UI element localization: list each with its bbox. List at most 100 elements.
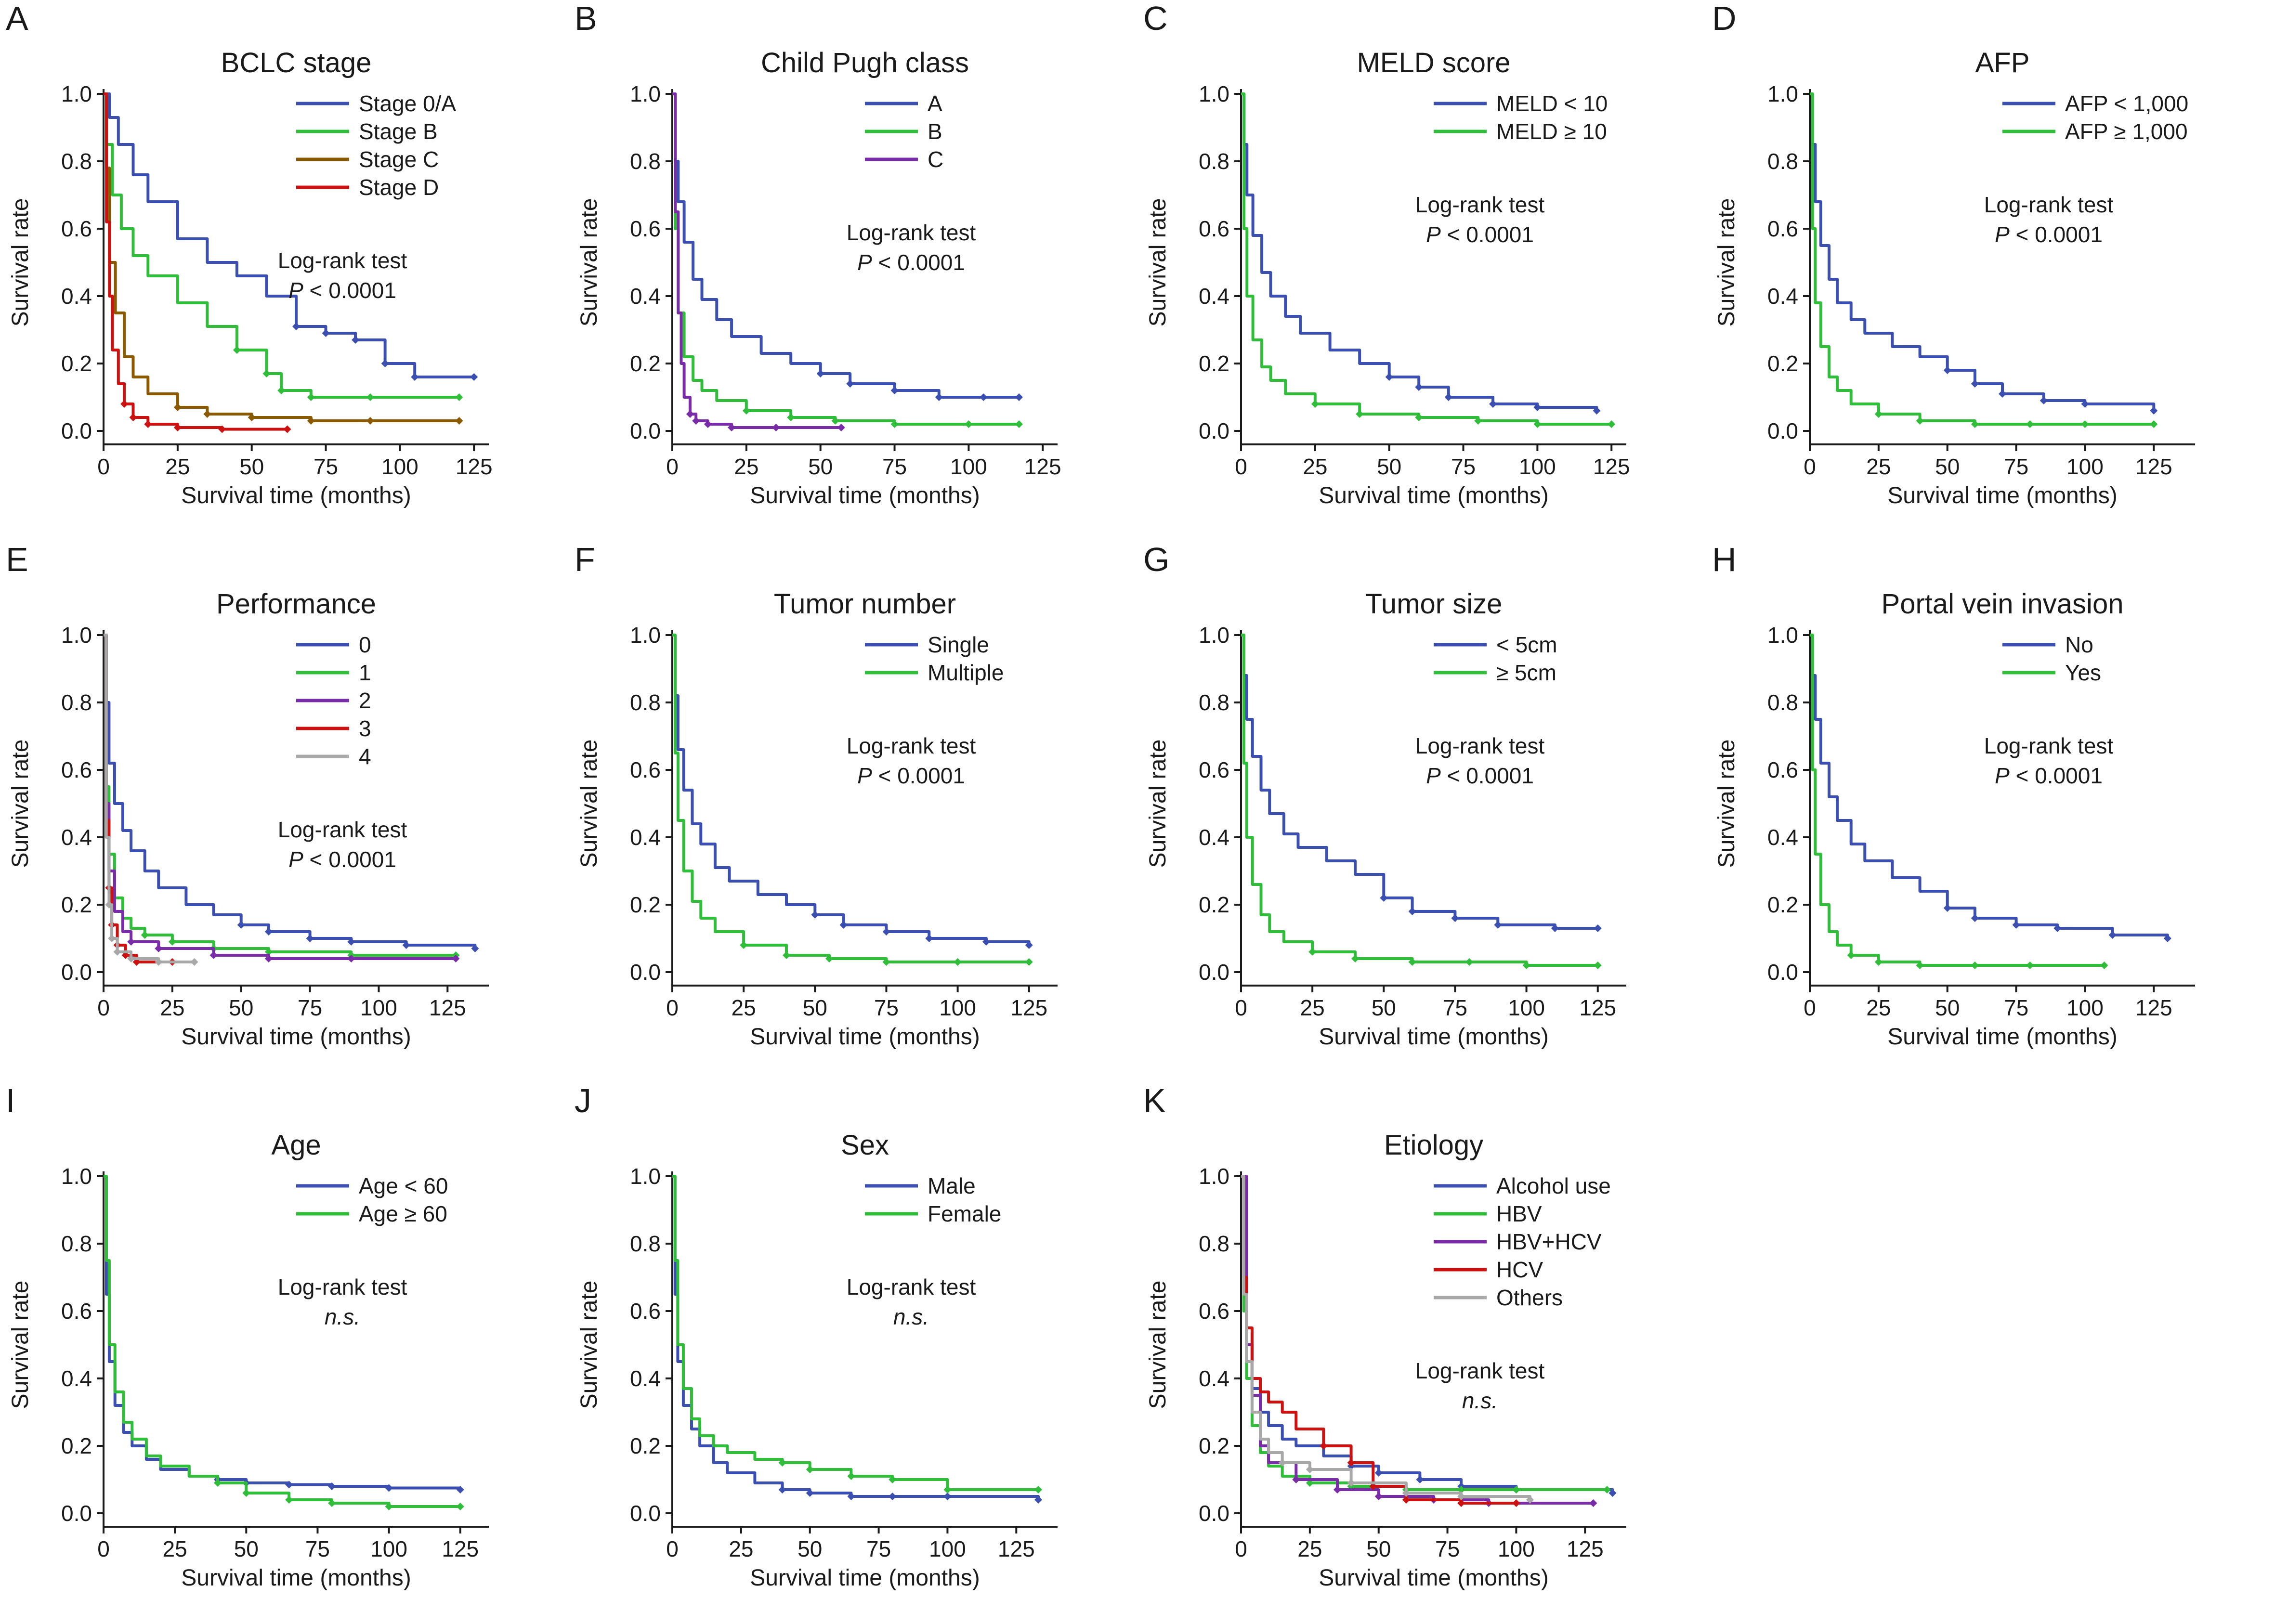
censor-mark bbox=[925, 935, 933, 942]
legend-label: Male bbox=[928, 1173, 976, 1198]
panel-letter: H bbox=[1712, 541, 1737, 578]
censor-mark bbox=[1847, 951, 1855, 959]
censor-mark bbox=[1943, 904, 1951, 912]
stat-p-symbol: P bbox=[1426, 222, 1441, 247]
x-tick-label: 125 bbox=[998, 1536, 1035, 1561]
legend-label: Stage D bbox=[359, 175, 439, 200]
stat-p-symbol: P bbox=[1995, 222, 2010, 247]
stat-p-value: P < 0.0001 bbox=[1426, 222, 1534, 247]
y-tick-label: 0.4 bbox=[61, 825, 92, 850]
x-tick-label: 25 bbox=[163, 1536, 187, 1561]
censor-mark bbox=[2012, 921, 2020, 929]
series-line-2 bbox=[672, 92, 841, 429]
stat-test-label: Log-rank test bbox=[1415, 1358, 1545, 1383]
stat-p-text: < 0.0001 bbox=[1441, 222, 1534, 247]
y-tick-label: 0.8 bbox=[61, 149, 92, 174]
x-tick-label: 50 bbox=[1377, 454, 1401, 479]
series-line-0 bbox=[104, 634, 477, 948]
stat-test-label: Log-rank test bbox=[278, 248, 407, 273]
stat-ns-text: n.s. bbox=[1462, 1388, 1498, 1413]
censor-mark bbox=[2081, 400, 2089, 408]
censor-mark bbox=[1594, 924, 1602, 932]
series-line-4 bbox=[104, 634, 195, 963]
legend-label: < 5cm bbox=[1496, 632, 1557, 657]
censor-mark bbox=[811, 911, 819, 919]
x-tick-label: 25 bbox=[1866, 995, 1891, 1020]
stat-p-value: P < 0.0001 bbox=[288, 278, 396, 303]
stat-p-text: < 0.0001 bbox=[303, 847, 396, 872]
x-tick-label: 25 bbox=[1300, 995, 1325, 1020]
legend-label: C bbox=[928, 147, 943, 172]
censor-mark bbox=[1374, 1469, 1383, 1477]
censor-mark bbox=[890, 420, 899, 428]
censor-mark bbox=[155, 945, 163, 952]
x-axis-label: Survival time (months) bbox=[181, 1024, 411, 1050]
panel-e: E Performance 0 25 50 75 100 125 0.0 0.2 0.4 0.6 0.8… bbox=[6, 541, 489, 1050]
series-line-0 bbox=[1810, 634, 2169, 938]
censor-mark bbox=[237, 921, 245, 929]
stat-p-symbol: P bbox=[1426, 763, 1441, 788]
y-tick-label: 0.8 bbox=[1767, 149, 1798, 174]
censor-mark bbox=[283, 425, 291, 433]
stat-p-value: n.s. bbox=[1462, 1388, 1498, 1413]
censor-mark bbox=[772, 424, 780, 431]
censor-mark bbox=[1015, 420, 1023, 428]
series-line-0 bbox=[1810, 92, 2156, 411]
censor-mark bbox=[1034, 1496, 1042, 1504]
y-tick-label: 0.0 bbox=[61, 1501, 92, 1526]
stat-test-label: Log-rank test bbox=[1984, 733, 2114, 758]
censor-mark bbox=[728, 424, 736, 431]
censor-mark bbox=[366, 417, 374, 425]
censor-mark bbox=[1512, 1499, 1520, 1507]
x-axis-label: Survival time (months) bbox=[750, 1024, 980, 1050]
legend-label: B bbox=[928, 119, 942, 144]
censor-mark bbox=[2040, 397, 2048, 404]
y-tick-label: 0.4 bbox=[1767, 825, 1798, 850]
censor-mark bbox=[1415, 383, 1423, 391]
censor-mark bbox=[1522, 961, 1530, 969]
censor-mark bbox=[1334, 1486, 1341, 1494]
legend-label: MELD ≥ 10 bbox=[1496, 119, 1607, 144]
panel-title: BCLC stage bbox=[221, 47, 372, 78]
censor-mark bbox=[1971, 380, 1979, 388]
series-line-0 bbox=[672, 634, 1031, 945]
y-tick-label: 1.0 bbox=[1767, 81, 1798, 106]
censor-mark bbox=[129, 414, 137, 421]
x-tick-label: 0 bbox=[1235, 1536, 1247, 1561]
x-tick-label: 100 bbox=[1519, 454, 1556, 479]
censor-mark bbox=[839, 921, 848, 929]
y-tick-label: 1.0 bbox=[61, 81, 92, 106]
stat-test-label: Log-rank test bbox=[278, 1274, 407, 1299]
x-tick-label: 0 bbox=[1235, 995, 1247, 1020]
x-tick-label: 0 bbox=[97, 1536, 110, 1561]
censor-mark bbox=[306, 935, 314, 942]
y-tick-label: 0.0 bbox=[630, 960, 661, 985]
censor-mark bbox=[1533, 420, 1542, 428]
stat-test-label: Log-rank test bbox=[278, 817, 407, 842]
stat-p-value: P < 0.0001 bbox=[857, 763, 965, 788]
series-line-4 bbox=[1241, 1175, 1531, 1500]
y-tick-label: 0.4 bbox=[630, 1366, 661, 1391]
x-tick-label: 125 bbox=[1024, 454, 1061, 479]
censor-mark bbox=[173, 424, 182, 431]
y-tick-label: 0.0 bbox=[630, 1501, 661, 1526]
x-tick-label: 50 bbox=[1372, 995, 1396, 1020]
censor-mark bbox=[385, 1484, 393, 1492]
censor-mark bbox=[328, 1482, 336, 1490]
panel-f: F Tumor number 0 25 50 75 100 125 0.0 0.2 0.4 0.6 0.… bbox=[575, 541, 1058, 1050]
x-tick-label: 25 bbox=[734, 454, 758, 479]
legend-label: HBV bbox=[1496, 1201, 1542, 1226]
censor-mark bbox=[402, 941, 410, 949]
censor-mark bbox=[1971, 961, 1979, 969]
censor-mark bbox=[2100, 961, 2108, 969]
series-line-1 bbox=[1241, 634, 1598, 967]
censor-mark bbox=[882, 928, 890, 935]
censor-mark bbox=[847, 1493, 855, 1500]
x-tick-label: 75 bbox=[1443, 995, 1467, 1020]
stat-p-text: < 0.0001 bbox=[2010, 222, 2103, 247]
censor-mark bbox=[1015, 393, 1023, 401]
y-axis-label: Survival rate bbox=[1714, 740, 1739, 868]
x-tick-label: 100 bbox=[370, 1536, 407, 1561]
x-tick-label: 25 bbox=[729, 1536, 753, 1561]
